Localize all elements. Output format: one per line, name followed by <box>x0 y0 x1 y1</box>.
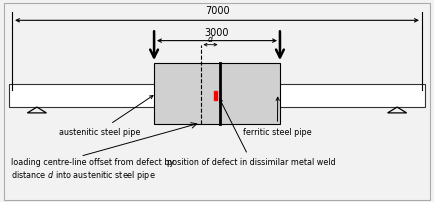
Text: austenitic steel pipe: austenitic steel pipe <box>59 96 153 136</box>
Text: 3000: 3000 <box>205 27 229 37</box>
Bar <box>9 84 425 107</box>
Text: ferritic steel pipe: ferritic steel pipe <box>243 98 312 136</box>
Text: position of defect in dissimilar metal weld: position of defect in dissimilar metal w… <box>167 99 336 166</box>
Text: 7000: 7000 <box>205 6 229 16</box>
Text: $d$: $d$ <box>207 33 214 43</box>
Bar <box>214 92 217 100</box>
Bar <box>154 64 280 124</box>
Text: loading centre-line offset from defect by
distance $d$ into austenitic steel pip: loading centre-line offset from defect b… <box>11 158 174 181</box>
